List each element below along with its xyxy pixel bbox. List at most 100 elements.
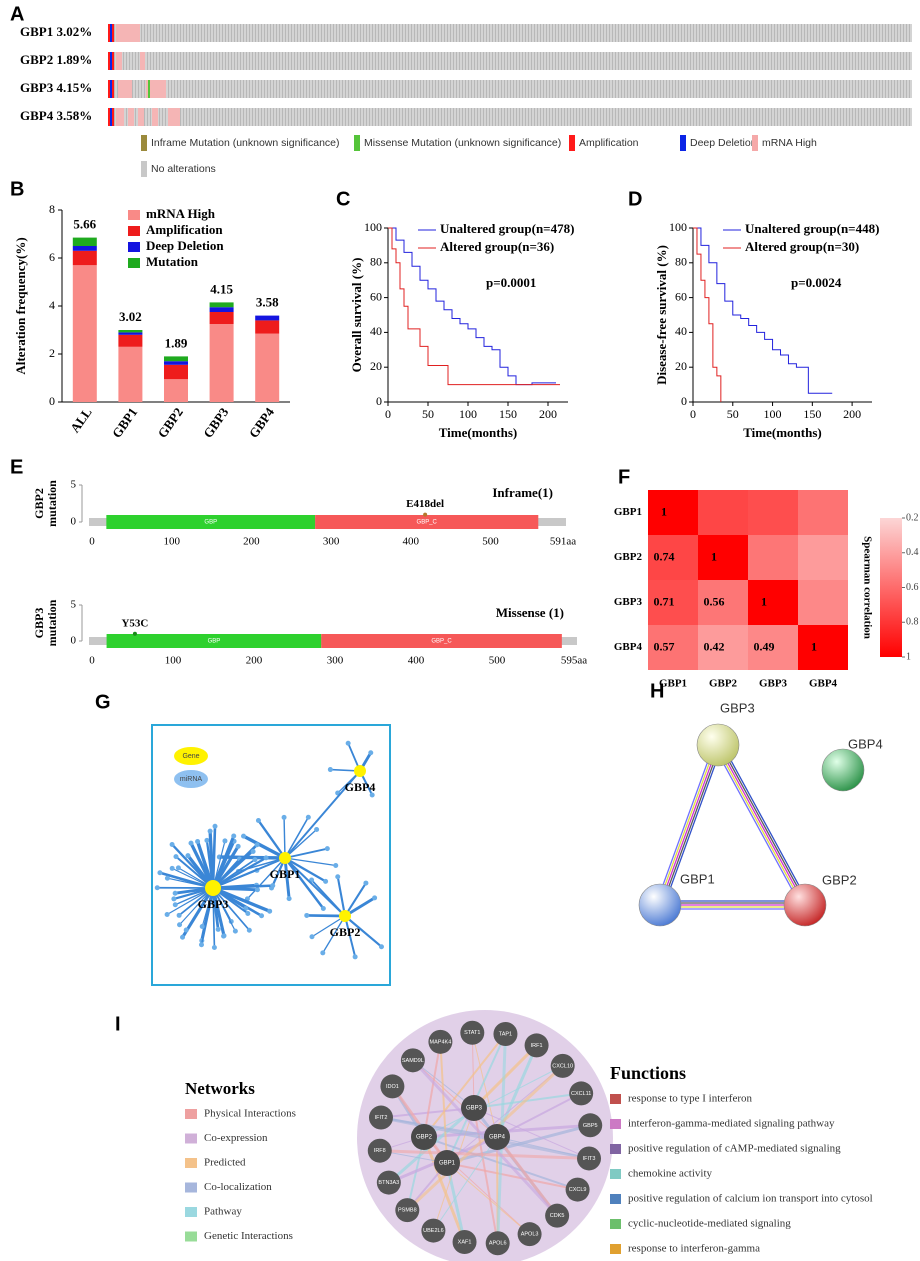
- edge: [655, 743, 715, 904]
- y-tick-label: 0: [71, 516, 77, 528]
- mirna-node: [235, 843, 241, 849]
- gene-node: [460, 1020, 485, 1045]
- x-tick-label: 200: [539, 407, 557, 421]
- edge: [284, 857, 346, 917]
- alteration: [108, 108, 110, 126]
- mirna-node: [314, 827, 320, 833]
- edge: [212, 887, 250, 931]
- domain: [321, 634, 562, 648]
- core-gene-node: [484, 1124, 510, 1150]
- y-axis-label: GBP2: [32, 488, 46, 519]
- mirna-node: [164, 911, 170, 917]
- y-tick-label: 100: [669, 220, 687, 234]
- panel-label: A: [10, 3, 24, 25]
- x-tick-label: 0: [690, 407, 696, 421]
- gene-node: [550, 1053, 575, 1078]
- mirna-node: [263, 855, 269, 861]
- bar-segment: [118, 332, 143, 335]
- bar-segment: [209, 302, 234, 308]
- heatmap-cell: [798, 490, 848, 535]
- legend-swatch: [610, 1169, 621, 1179]
- edge: [246, 857, 286, 900]
- y-tick-label: 20: [675, 359, 687, 373]
- mirna-node: [254, 842, 260, 848]
- gene-node: [367, 1138, 392, 1163]
- edge: [284, 857, 336, 867]
- edge: [306, 914, 346, 918]
- sample-track: [108, 24, 912, 42]
- edge: [657, 744, 717, 905]
- bar-segment: [118, 330, 143, 333]
- network-frame: [151, 724, 391, 986]
- domain-label: GBP_C: [431, 639, 452, 645]
- bar-segment: [72, 265, 97, 402]
- row-label: GBP3: [614, 596, 643, 608]
- bar-segment: [164, 356, 188, 362]
- mirna-node: [171, 896, 177, 902]
- alteration: [118, 80, 132, 98]
- mirna-node: [157, 870, 163, 876]
- gene-label: MAP4K4: [430, 1039, 452, 1045]
- y-tick-label: 20: [370, 359, 382, 373]
- edge: [211, 826, 217, 889]
- edge: [212, 887, 236, 932]
- alteration: [112, 52, 114, 70]
- bar-segment: [209, 312, 234, 324]
- alteration: [110, 52, 112, 70]
- heatmap-cell: [698, 580, 748, 625]
- survival-curve: [388, 227, 556, 386]
- legend-label: Unaltered group(n=478): [440, 221, 574, 236]
- heatmap-cell: [698, 535, 748, 580]
- bar-segment: [164, 364, 188, 380]
- mirna-node: [169, 841, 175, 847]
- total-label: 1.89: [165, 335, 188, 350]
- edge: [344, 915, 357, 958]
- x-tick-label: 200: [246, 655, 263, 667]
- alteration: [108, 80, 110, 98]
- mirna-node: [286, 896, 292, 902]
- alteration: [168, 108, 180, 126]
- heatmap-cell: [748, 535, 798, 580]
- gene-label: IDO1: [386, 1084, 399, 1090]
- gene-node: [279, 852, 291, 864]
- mirna-node: [369, 792, 375, 798]
- mirna-node: [333, 863, 339, 869]
- legend-label: Co-localization: [204, 1181, 272, 1193]
- legend-swatch: [185, 1182, 197, 1193]
- legend-swatch: [185, 1133, 197, 1144]
- edge: [200, 887, 214, 945]
- mirna-node: [241, 833, 247, 839]
- edge: [720, 742, 810, 904]
- mirna-node: [154, 885, 160, 891]
- gene-node: [578, 1113, 603, 1138]
- gene-label: CXCL10: [552, 1063, 573, 1069]
- heatmap-cell: [798, 580, 848, 625]
- legend-swatch: [752, 135, 758, 151]
- y-tick-label: 40: [675, 324, 687, 338]
- colorbar-label: Spearman correlation: [861, 536, 873, 639]
- bar-segment: [255, 320, 280, 334]
- gene-node: [205, 880, 221, 896]
- bar-segment: [72, 237, 97, 246]
- heatmap-cell: [698, 625, 748, 670]
- gene-label: CXCL11: [571, 1091, 591, 1097]
- edge: [179, 887, 214, 926]
- legend-swatch: [680, 135, 686, 151]
- domain-label: GBP_C: [417, 520, 438, 526]
- legend-swatch: [128, 210, 140, 220]
- alteration: [110, 80, 112, 98]
- mutation-label: Y53C: [121, 617, 148, 629]
- cell-label: 0.57: [654, 639, 675, 653]
- edge: [219, 855, 286, 860]
- edge: [422, 1136, 466, 1243]
- heatmap-cell: [698, 490, 748, 535]
- core-gene-label: GBP3: [466, 1106, 483, 1112]
- mirna-node: [363, 880, 369, 886]
- y-tick-label: 60: [370, 289, 382, 303]
- x-tick-label: 500: [482, 536, 499, 548]
- legend-title: Networks: [185, 1079, 255, 1098]
- mirna-node: [309, 934, 315, 940]
- edge: [717, 744, 806, 906]
- edge: [212, 884, 273, 890]
- legend-label: Altered group(n=36): [440, 239, 554, 254]
